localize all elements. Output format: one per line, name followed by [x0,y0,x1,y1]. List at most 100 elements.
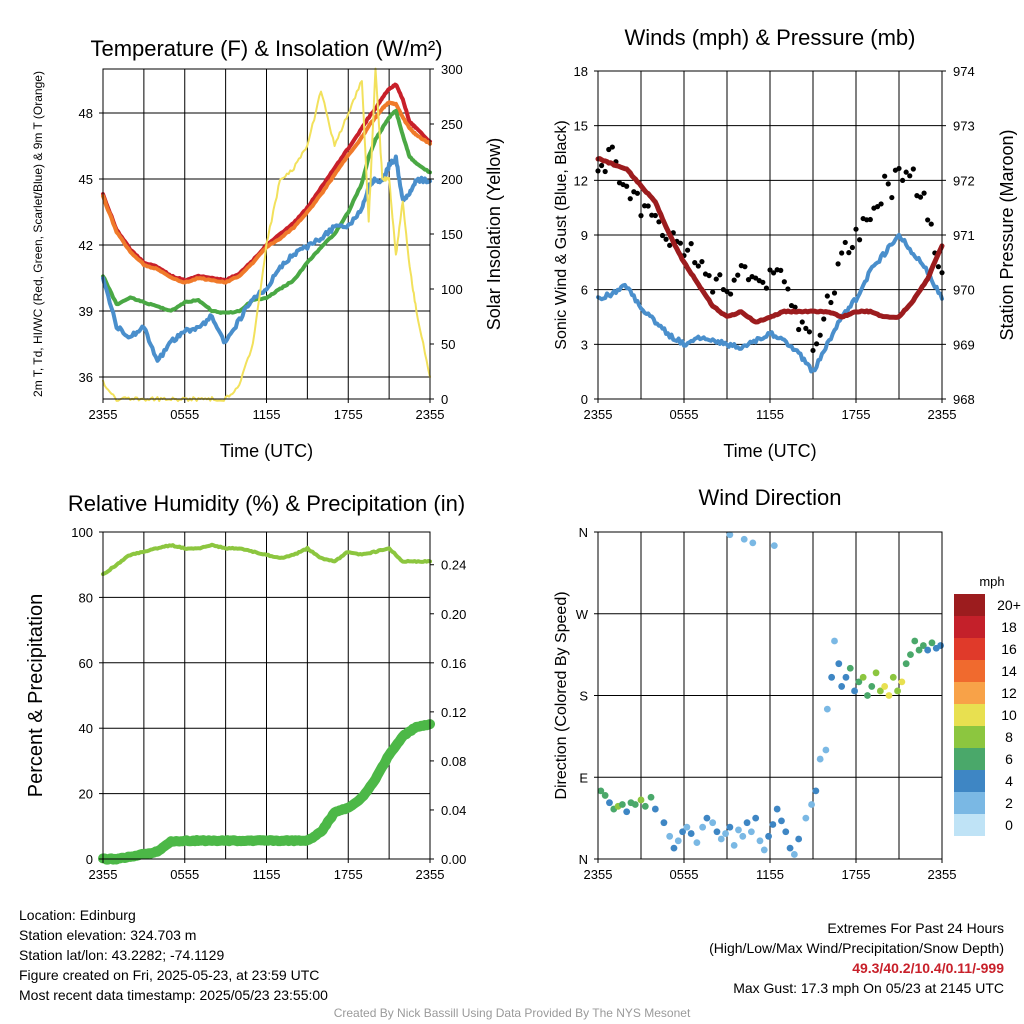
y-left-tick-labels: 0 3 6 9 12 15 18 [574,64,598,407]
y-right-tick-label: 100 [441,282,463,297]
direction-point [647,793,655,801]
gust-point [889,194,895,201]
series-line [596,232,944,374]
plot-data [98,542,435,865]
direction-point [782,828,790,836]
chart-title: Winds (mph) & Pressure (mb) [625,25,916,50]
y-left-tick-labels: 0 20 40 60 80 100 [71,525,103,867]
direction-point [730,841,738,849]
gust-point [803,325,809,331]
y-left-tick-labels: 36 39 42 45 48 [79,106,103,385]
gust-point [727,291,734,297]
gust-point [659,232,666,239]
x-tick-label: 1755 [842,407,871,422]
gust-point [928,221,934,227]
x-tick-label: 1155 [253,407,281,422]
grid [102,531,431,860]
direction-point [885,692,893,699]
gust-point [767,267,773,273]
x-tick-label: 1755 [334,867,363,882]
gust-point [846,249,852,256]
gust-point [907,173,913,179]
y-tick-label: 15 [574,119,588,134]
grid [597,70,943,400]
direction-point [823,705,831,713]
colorbar-swatch [954,616,985,638]
direction-point [749,539,757,547]
direction-point [851,687,858,695]
gust-point [917,194,924,200]
gust-point [627,196,633,202]
direction-point [683,823,691,831]
x-tick-label: 0555 [170,407,199,422]
gust-point [785,286,791,292]
direction-point [760,846,768,854]
chart-title: Temperature (F) & Insolation (W/m²) [90,36,442,61]
extremes-legend: (High/Low/Max Wind/Precipitation/Snow De… [709,940,1004,956]
y-right-tick-label: 973 [953,119,975,134]
y-right-tick-label: 0.04 [441,803,466,818]
direction-point [726,531,734,539]
direction-point [660,819,668,827]
y-tick-label: N [579,525,588,540]
y-tick-label: 0 [86,852,93,867]
gust-point [770,270,777,276]
gust-point [817,332,823,338]
station-elevation: Station elevation: 324.703 m [19,927,197,943]
plot-data [101,67,432,402]
station-location: Location: Edinburg [19,907,136,923]
y-tick-label: 3 [581,337,588,352]
extremes-panel: Extremes For Past 24 Hours (High/Low/Max… [709,918,1004,998]
x-tick-label: 1155 [756,407,784,422]
y-right-tick-label: 0.20 [441,607,466,622]
direction-point [713,828,721,836]
gust-point [760,279,766,285]
gust-point [796,326,802,333]
y-right-tick-label: 0.12 [441,705,466,720]
direction-point [770,542,778,550]
gust-point [645,203,651,209]
direction-point [919,642,927,649]
y-right-tick-label: 250 [441,117,463,132]
y-tick-label: 48 [79,106,93,121]
gust-point [677,240,684,246]
colorbar-label: 14 [1001,663,1017,679]
y-right-tick-label: 972 [953,173,975,188]
y-axis-label-left: Sonic Wind & Gust (Blue, Black) [553,120,570,349]
y-axis-label-right: Station Pressure (Maroon) [997,129,1017,340]
gust-point [602,168,608,175]
y-right-tick-label: 50 [441,337,455,352]
gust-point [792,304,798,310]
x-axis-label: Time (UTC) [723,441,816,461]
gust-point [903,169,909,175]
gust-point [638,213,644,219]
direction-point [756,837,764,845]
chart-title: Relative Humidity (%) & Precipitation (i… [68,491,465,516]
gust-point [742,264,748,270]
gust-point [853,226,859,232]
direction-point [902,660,910,668]
series-line [101,108,432,315]
gust-point [731,277,737,283]
direction-point [699,823,707,831]
direction-point [907,651,914,659]
direction-point [786,844,794,852]
direction-point [846,664,854,672]
gust-point [828,299,834,306]
y-axis-label-left: Direction (Colored By Speed) [553,591,570,799]
x-tick-labels: 2355 0555 1155 1755 2355 [584,859,956,882]
direction-point [831,637,838,645]
y-right-tick-label: 0 [441,392,448,407]
direction-point [597,787,605,795]
gust-point [692,260,698,266]
y-axis-label-left: Percent & Precipitation [25,594,47,797]
gust-point [813,341,820,347]
gust-point [839,250,845,256]
x-tick-labels: 2355 0555 1155 1755 2355 [584,399,956,422]
direction-point [835,660,843,668]
direction-point [928,639,936,647]
x-tick-label: 2355 [89,407,118,422]
direction-point [743,819,751,827]
recent-timestamp: Most recent data timestamp: 2025/05/23 2… [19,987,328,1003]
